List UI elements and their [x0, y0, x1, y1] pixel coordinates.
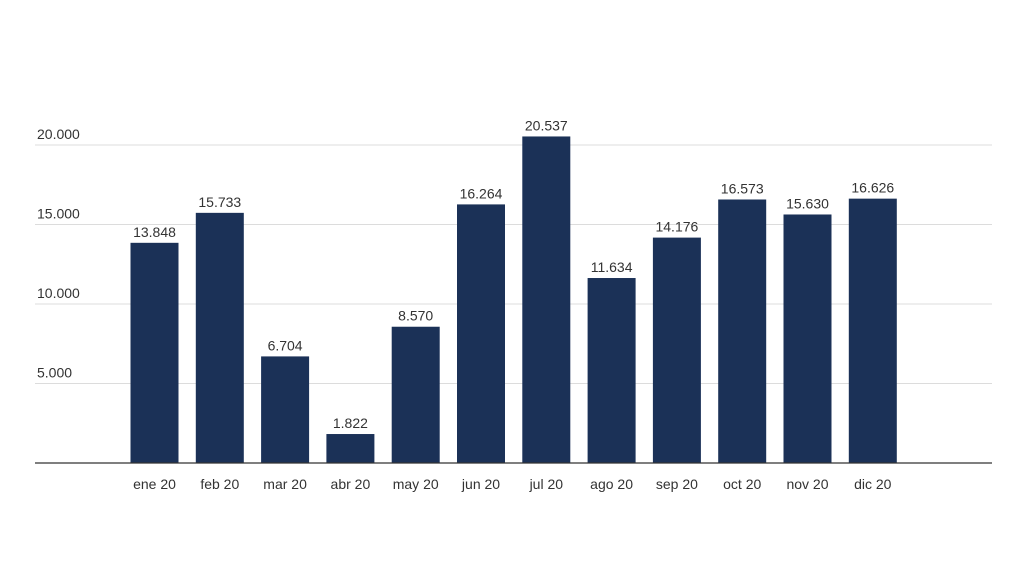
bar-value-label: 11.634 [591, 259, 633, 275]
x-tick-label: mar 20 [263, 476, 307, 492]
bar-value-label: 15.733 [198, 194, 241, 210]
grid-lines [35, 144, 992, 384]
x-tick-label: oct 20 [723, 476, 761, 492]
y-tick-label: 10.000 [37, 285, 80, 301]
x-tick-label: ago 20 [590, 476, 633, 492]
bar [130, 242, 179, 463]
bar-value-label: 16.264 [460, 185, 503, 201]
bar [457, 204, 505, 463]
y-axis-tick-labels: 5.000 10.000 15.000 20.000 [37, 126, 80, 381]
y-tick-label: 15.000 [37, 206, 80, 222]
bar-value-label: 1.822 [333, 415, 368, 431]
x-tick-label: dic 20 [854, 476, 892, 492]
x-tick-label: ene 20 [133, 476, 176, 492]
bar [718, 199, 767, 463]
bar [195, 212, 244, 463]
bars [130, 136, 897, 463]
bar [848, 198, 897, 463]
x-axis-tick-labels: ene 20 feb 20 mar 20 abr 20 may 20 jun 20 jul … [133, 476, 892, 492]
bar-value-label: 8.570 [398, 308, 433, 324]
bar [261, 356, 310, 463]
bar [391, 326, 440, 463]
bar-value-label: 20.537 [525, 117, 568, 133]
bar [783, 214, 832, 463]
bar-value-label: 16.573 [721, 180, 764, 196]
y-tick-label: 20.000 [37, 126, 80, 142]
x-tick-label: jun 20 [461, 476, 500, 492]
bar-value-label: 15.630 [786, 195, 829, 211]
bar-value-label: 6.704 [268, 337, 303, 353]
x-tick-label: jul 20 [529, 476, 564, 492]
bar [522, 136, 571, 463]
bar [326, 434, 375, 463]
bar-value-label: 16.626 [851, 180, 894, 196]
x-tick-label: feb 20 [200, 476, 239, 492]
x-tick-label: nov 20 [786, 476, 828, 492]
y-tick-label: 5.000 [37, 365, 72, 381]
x-tick-label: abr 20 [331, 476, 371, 492]
bar-value-label: 14.176 [655, 219, 698, 235]
x-tick-label: sep 20 [656, 476, 698, 492]
data-labels: 13.848 15.733 6.704 1.822 8.570 16.264 20.537 1… [133, 117, 894, 431]
bar-value-label: 13.848 [133, 224, 176, 240]
x-tick-label: may 20 [393, 476, 439, 492]
bar [652, 237, 701, 463]
bar [587, 278, 636, 463]
